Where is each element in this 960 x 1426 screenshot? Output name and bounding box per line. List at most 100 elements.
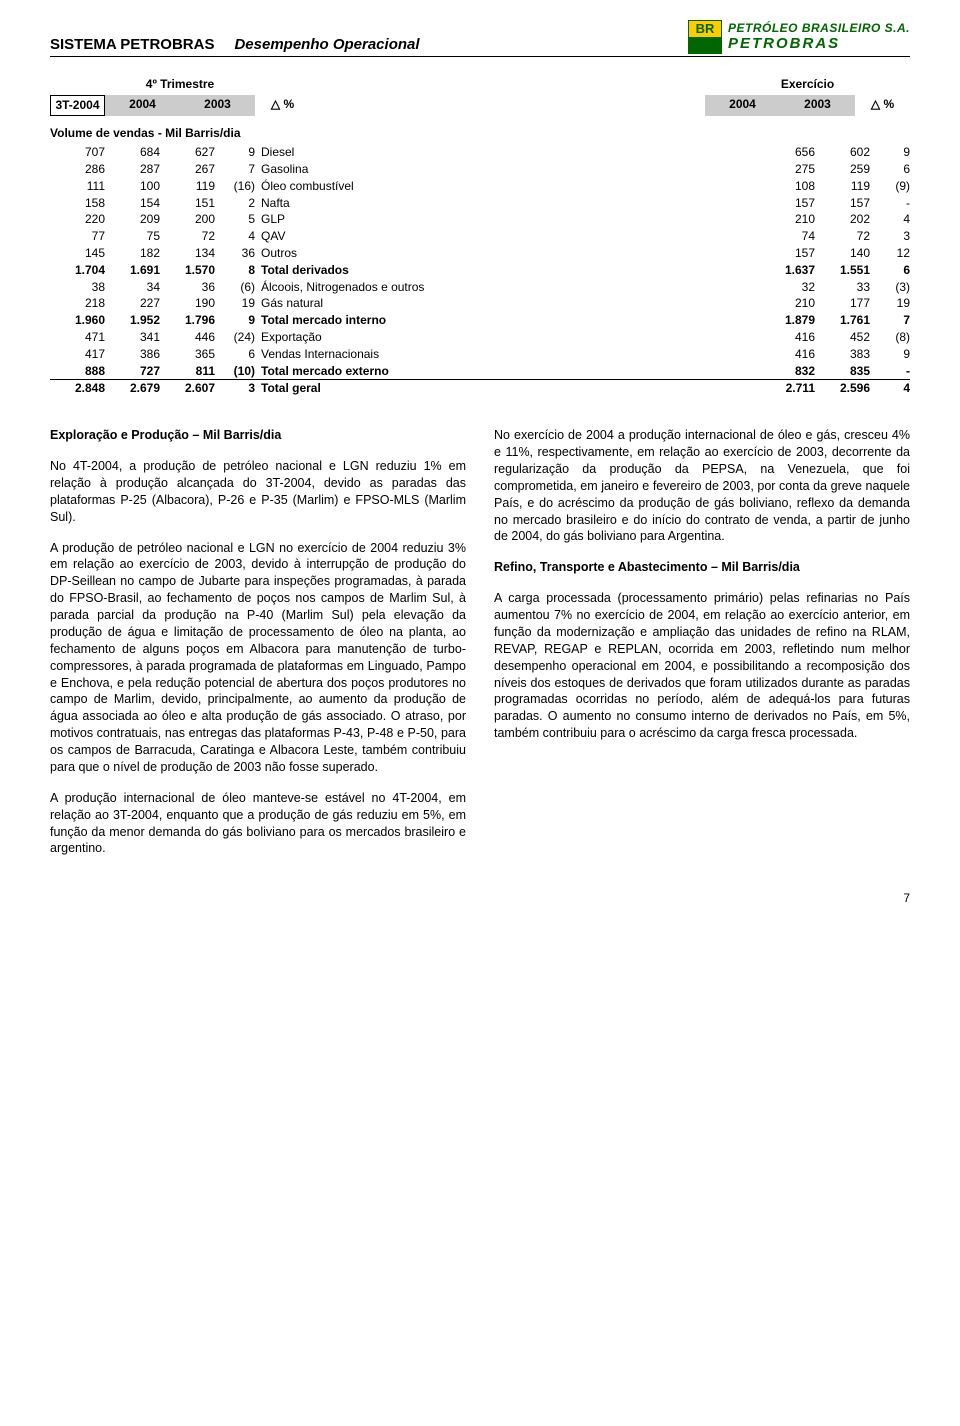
body-columns: Exploração e Produção – Mil Barris/dia N… (50, 427, 910, 871)
cell-2003-r: 177 (815, 295, 870, 312)
cell-2004-l: 386 (105, 346, 160, 363)
cell-delta-r: - (870, 363, 910, 380)
brand-logo: BR PETRÓLEO BRASILEIRO S.A. PETROBRAS (688, 20, 910, 54)
cell-label: Exportação (255, 329, 760, 346)
logo-text: PETRÓLEO BRASILEIRO S.A. PETROBRAS (728, 21, 910, 53)
cell-2003-r: 72 (815, 228, 870, 245)
col-2004-r: 2004 (705, 95, 780, 115)
cell-2004-r: 210 (760, 295, 815, 312)
table-row: 1581541512Nafta157157- (50, 195, 910, 212)
header-system: SISTEMA PETROBRAS (50, 36, 214, 54)
sales-volume-table: 4º Trimestre Exercício 3T-2004 2004 2003… (50, 77, 910, 397)
logo-company-short: PETROBRAS (728, 35, 910, 53)
cell-label: Total mercado interno (255, 312, 760, 329)
right-paragraph-1: No exercício de 2004 a produção internac… (494, 427, 910, 545)
cell-delta-r: 4 (870, 211, 910, 228)
left-paragraph-3: A produção internacional de óleo manteve… (50, 790, 466, 858)
left-paragraph-1: No 4T-2004, a produção de petróleo nacio… (50, 458, 466, 526)
cell-2003-l: 119 (160, 178, 215, 195)
cell-delta-l: 9 (215, 312, 255, 329)
cell-delta-l: (24) (215, 329, 255, 346)
cell-delta-r: 4 (870, 380, 910, 397)
cell-2004-l: 341 (105, 329, 160, 346)
cell-2004-r: 416 (760, 329, 815, 346)
cell-3t: 1.704 (50, 262, 105, 279)
cell-delta-r: 12 (870, 245, 910, 262)
cell-label: Outros (255, 245, 760, 262)
cell-delta-l: (16) (215, 178, 255, 195)
cell-2004-r: 416 (760, 346, 815, 363)
cell-2004-r: 1.637 (760, 262, 815, 279)
cell-2003-r: 140 (815, 245, 870, 262)
cell-label: Gasolina (255, 161, 760, 178)
header-section: Desempenho Operacional (234, 36, 688, 54)
cell-label: GLP (255, 211, 760, 228)
cell-label: Total geral (255, 380, 760, 397)
table-group-headers: 4º Trimestre Exercício (50, 77, 910, 91)
cell-3t: 220 (50, 211, 105, 228)
cell-2004-l: 75 (105, 228, 160, 245)
cell-2003-l: 151 (160, 195, 215, 212)
table-row: 7076846279Diesel6566029 (50, 144, 910, 161)
logo-icon: BR (688, 20, 722, 54)
cell-delta-r: - (870, 195, 910, 212)
cell-label: Total derivados (255, 262, 760, 279)
cell-2003-r: 2.596 (815, 380, 870, 397)
cell-2004-r: 1.879 (760, 312, 815, 329)
cell-delta-r: (3) (870, 279, 910, 296)
cell-2004-r: 108 (760, 178, 815, 195)
table-row: 14518213436Outros15714012 (50, 245, 910, 262)
table-body: Volume de vendas - Mil Barris/dia 707684… (50, 126, 910, 397)
col-block-right: 2004 2003 (705, 95, 855, 115)
cell-3t: 1.960 (50, 312, 105, 329)
cell-delta-l: 6 (215, 346, 255, 363)
cell-2004-l: 154 (105, 195, 160, 212)
table-row: 7775724QAV74723 (50, 228, 910, 245)
logo-company-full: PETRÓLEO BRASILEIRO S.A. (728, 21, 910, 35)
cell-delta-r: (9) (870, 178, 910, 195)
group-year: Exercício (705, 77, 910, 91)
page-number: 7 (50, 891, 910, 905)
cell-delta-r: (8) (870, 329, 910, 346)
table-row: 888727811(10)Total mercado externo832835… (50, 363, 910, 380)
cell-delta-l: (10) (215, 363, 255, 380)
cell-2004-l: 1.691 (105, 262, 160, 279)
cell-2004-l: 287 (105, 161, 160, 178)
cell-delta-l: 19 (215, 295, 255, 312)
table-section-title: Volume de vendas - Mil Barris/dia (50, 126, 910, 140)
cell-delta-l: 7 (215, 161, 255, 178)
logo-green (689, 37, 721, 53)
cell-2004-r: 2.711 (760, 380, 815, 397)
cell-2004-r: 210 (760, 211, 815, 228)
left-paragraph-2: A produção de petróleo nacional e LGN no… (50, 540, 466, 776)
cell-3t: 158 (50, 195, 105, 212)
cell-2004-l: 684 (105, 144, 160, 161)
col-label-spacer (310, 95, 705, 115)
cell-3t: 417 (50, 346, 105, 363)
cell-2003-r: 835 (815, 363, 870, 380)
table-row: 2.8482.6792.6073Total geral2.7112.5964 (50, 379, 910, 397)
cell-2004-r: 275 (760, 161, 815, 178)
cell-2003-l: 811 (160, 363, 215, 380)
cell-2003-l: 446 (160, 329, 215, 346)
cell-2003-r: 383 (815, 346, 870, 363)
cell-2003-r: 452 (815, 329, 870, 346)
cell-label: Total mercado externo (255, 363, 760, 380)
cell-label: Diesel (255, 144, 760, 161)
cell-delta-r: 7 (870, 312, 910, 329)
cell-label: Gás natural (255, 295, 760, 312)
cell-2003-l: 72 (160, 228, 215, 245)
col-block-left: 2004 2003 (105, 95, 255, 115)
cell-2003-r: 1.761 (815, 312, 870, 329)
cell-2004-l: 727 (105, 363, 160, 380)
cell-3t: 77 (50, 228, 105, 245)
cell-2003-r: 119 (815, 178, 870, 195)
cell-3t: 111 (50, 178, 105, 195)
cell-2003-l: 1.796 (160, 312, 215, 329)
table-column-headers: 3T-2004 2004 2003 △ % 2004 2003 △ % (50, 95, 910, 115)
cell-2003-l: 36 (160, 279, 215, 296)
col-3t: 3T-2004 (50, 95, 105, 115)
cell-2003-l: 267 (160, 161, 215, 178)
table-row: 21822719019Gás natural21017719 (50, 295, 910, 312)
cell-label: Álcoois, Nitrogenados e outros (255, 279, 760, 296)
